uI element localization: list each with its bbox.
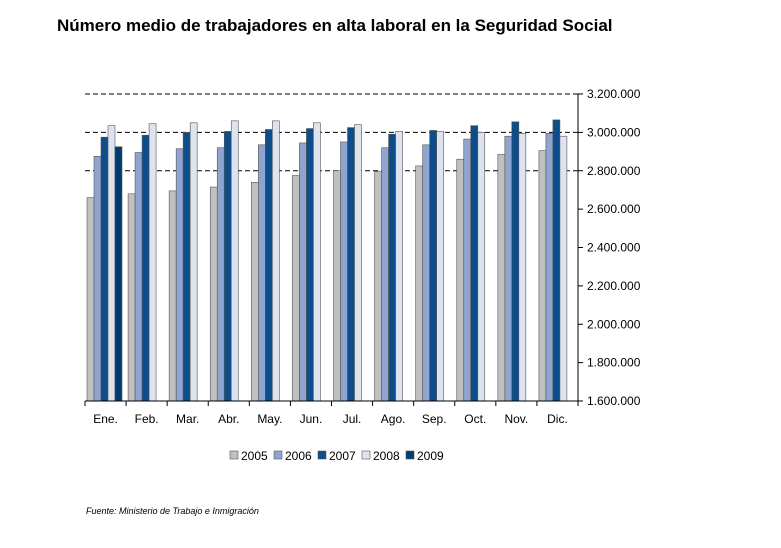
x-tick-label: Mar. bbox=[176, 412, 199, 426]
x-tick-label: Dic. bbox=[547, 412, 568, 426]
bar-2005-9 bbox=[415, 165, 423, 402]
bar-2007-11 bbox=[511, 121, 520, 402]
bar-2008-10 bbox=[477, 132, 486, 402]
bar-2008-7 bbox=[354, 124, 362, 402]
legend: 2005 2006 2007 2008 2009 bbox=[229, 449, 444, 463]
y-tick-label: 1.800.000 bbox=[587, 356, 641, 370]
bar-2005-10 bbox=[456, 158, 465, 402]
y-tick-label: 3.200.000 bbox=[587, 87, 641, 101]
bar-2008-6 bbox=[313, 122, 321, 402]
legend-swatch-2008 bbox=[361, 450, 371, 460]
y-tick-label: 1.600.000 bbox=[587, 394, 641, 408]
x-tick-label: Oct. bbox=[464, 412, 486, 426]
bar-2007-4 bbox=[223, 131, 232, 402]
legend-swatch-2007 bbox=[317, 450, 327, 460]
bar-2006-2 bbox=[134, 152, 143, 402]
x-tick-label: Ago. bbox=[381, 412, 406, 426]
axes: 3.200.000 3.000.000 2.800.000 2.600.000 2.40… bbox=[84, 87, 641, 426]
bar-2005-12 bbox=[538, 150, 547, 402]
bar-2007-2 bbox=[141, 134, 150, 402]
bar-2006-10 bbox=[463, 138, 472, 402]
bar-2007-7 bbox=[347, 127, 355, 402]
legend-swatch-2006 bbox=[273, 450, 283, 460]
y-tick-label: 2.600.000 bbox=[587, 202, 641, 216]
bar-2007-5 bbox=[265, 129, 273, 402]
bar-2005-6 bbox=[292, 175, 300, 402]
x-tick-label: Feb. bbox=[135, 412, 159, 426]
bar-2007-8 bbox=[388, 133, 396, 402]
bar-2005-3 bbox=[168, 190, 177, 402]
legend-label-2005: 2005 bbox=[241, 449, 268, 463]
legend-label-2009: 2009 bbox=[417, 449, 444, 463]
y-tick-label: 2.200.000 bbox=[587, 279, 641, 293]
bar-2006-7 bbox=[340, 141, 348, 402]
bar-2008-11 bbox=[518, 133, 527, 402]
x-tick-label: Nov. bbox=[504, 412, 528, 426]
bar-2006-1 bbox=[93, 156, 102, 402]
x-tick-label: Jul. bbox=[343, 412, 362, 426]
legend-label-2007: 2007 bbox=[329, 449, 356, 463]
y-tick-label: 2.400.000 bbox=[587, 241, 641, 255]
bar-2007-10 bbox=[470, 125, 479, 402]
legend-label-2008: 2008 bbox=[373, 449, 400, 463]
bar-2007-6 bbox=[306, 128, 314, 402]
bar-2005-4 bbox=[209, 186, 218, 402]
bar-2006-4 bbox=[216, 147, 225, 402]
y-tick-label: 3.000.000 bbox=[587, 125, 641, 139]
bar-2008-4 bbox=[230, 120, 239, 402]
bar-2005-7 bbox=[333, 170, 341, 402]
bar-2008-3 bbox=[189, 122, 198, 402]
bars bbox=[86, 119, 568, 402]
x-tick-label: Sep. bbox=[422, 412, 447, 426]
x-tick-label: Jun. bbox=[300, 412, 323, 426]
y-tick-label: 2.000.000 bbox=[587, 317, 641, 331]
x-tick-label: Ene. bbox=[93, 412, 118, 426]
y-tick-label: 2.800.000 bbox=[587, 164, 641, 178]
bar-2008-12 bbox=[559, 135, 568, 402]
bar-2005-2 bbox=[127, 193, 136, 402]
bar-2006-11 bbox=[504, 135, 513, 402]
bar-2007-12 bbox=[552, 119, 561, 402]
bar-2006-3 bbox=[175, 148, 184, 402]
x-tick-label: Abr. bbox=[218, 412, 239, 426]
bar-2005-8 bbox=[374, 171, 382, 402]
bar-2005-5 bbox=[251, 181, 259, 402]
bar-2005-1 bbox=[86, 197, 95, 402]
x-tick-label: May. bbox=[257, 412, 282, 426]
bar-2007-1 bbox=[100, 136, 109, 402]
bar-2009-1 bbox=[114, 146, 123, 402]
bar-2006-12 bbox=[545, 133, 554, 402]
legend-swatch-2005 bbox=[229, 450, 239, 460]
bar-2006-6 bbox=[299, 142, 307, 402]
source-note: Fuente: Ministerio de Trabajo e Inmigrac… bbox=[86, 506, 259, 516]
bar-2006-9 bbox=[422, 144, 430, 402]
bar-2008-9 bbox=[436, 131, 444, 402]
bar-2008-2 bbox=[148, 123, 157, 402]
gridlines bbox=[85, 93, 578, 172]
legend-swatch-2009 bbox=[405, 450, 415, 460]
chart-title: Número medio de trabajadores en alta lab… bbox=[57, 16, 613, 35]
bar-2007-3 bbox=[182, 132, 191, 402]
bar-2006-5 bbox=[258, 144, 266, 402]
bar-2006-8 bbox=[381, 147, 389, 402]
bar-2008-5 bbox=[272, 120, 280, 402]
legend-label-2006: 2006 bbox=[285, 449, 312, 463]
bar-2007-9 bbox=[429, 130, 437, 402]
bar-2005-11 bbox=[497, 154, 506, 402]
bar-2008-8 bbox=[395, 131, 403, 402]
bar-2008-1 bbox=[107, 125, 116, 402]
